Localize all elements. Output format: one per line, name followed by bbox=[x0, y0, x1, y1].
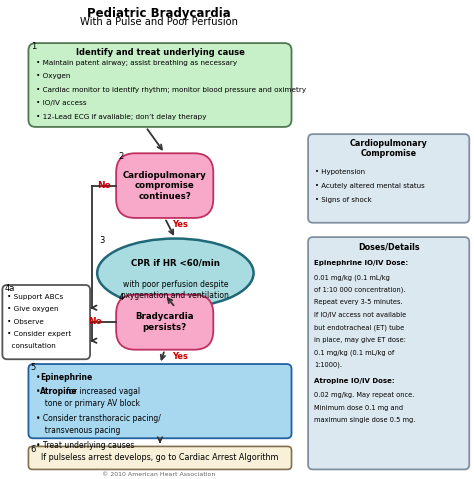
FancyBboxPatch shape bbox=[116, 295, 213, 350]
Text: 1: 1 bbox=[31, 42, 36, 51]
Text: • Cardiac monitor to identify rhythm; monitor blood pressure and oximetry: • Cardiac monitor to identify rhythm; mo… bbox=[36, 87, 306, 93]
Text: consultation: consultation bbox=[7, 343, 56, 350]
Text: 0.1 mg/kg (0.1 mL/kg of: 0.1 mg/kg (0.1 mL/kg of bbox=[314, 349, 394, 356]
Text: Cardiopulmonary
Compromise: Cardiopulmonary Compromise bbox=[350, 139, 428, 159]
Text: CPR if HR <60/min: CPR if HR <60/min bbox=[131, 259, 220, 268]
Text: Cardiopulmonary
compromise
continues?: Cardiopulmonary compromise continues? bbox=[123, 171, 207, 201]
Ellipse shape bbox=[97, 239, 254, 308]
Text: • Give oxygen: • Give oxygen bbox=[7, 306, 59, 312]
Text: • IO/IV access: • IO/IV access bbox=[36, 100, 86, 106]
Text: • Oxygen: • Oxygen bbox=[36, 73, 70, 80]
Text: • Maintain patent airway; assist breathing as necessary: • Maintain patent airway; assist breathi… bbox=[36, 60, 237, 66]
Text: • Acutely altered mental status: • Acutely altered mental status bbox=[315, 183, 425, 189]
Text: Yes: Yes bbox=[172, 220, 188, 229]
Text: • Consider expert: • Consider expert bbox=[7, 331, 72, 337]
FancyBboxPatch shape bbox=[2, 285, 90, 359]
Text: • Observe: • Observe bbox=[7, 319, 44, 325]
Text: • Hypotension: • Hypotension bbox=[315, 169, 365, 175]
FancyBboxPatch shape bbox=[308, 237, 469, 469]
Text: Minimum dose 0.1 mg and: Minimum dose 0.1 mg and bbox=[314, 405, 403, 411]
Text: Doses/Details: Doses/Details bbox=[358, 243, 419, 252]
FancyBboxPatch shape bbox=[28, 364, 292, 438]
Text: of 1:10 000 concentration).: of 1:10 000 concentration). bbox=[314, 287, 405, 294]
Text: in place, may give ET dose:: in place, may give ET dose: bbox=[314, 337, 406, 343]
Text: Atropine: Atropine bbox=[40, 387, 77, 396]
Text: No: No bbox=[88, 317, 101, 326]
Text: 6: 6 bbox=[31, 445, 36, 454]
FancyBboxPatch shape bbox=[28, 43, 292, 127]
Text: Identify and treat underlying cause: Identify and treat underlying cause bbox=[75, 48, 245, 57]
Text: 4: 4 bbox=[118, 293, 124, 302]
Text: Yes: Yes bbox=[172, 352, 188, 361]
Text: If pulseless arrest develops, go to Cardiac Arrest Algorithm: If pulseless arrest develops, go to Card… bbox=[41, 454, 279, 462]
Text: If IO/IV access not available: If IO/IV access not available bbox=[314, 312, 406, 318]
Text: Bradycardia
persists?: Bradycardia persists? bbox=[136, 312, 194, 332]
Text: 5: 5 bbox=[31, 363, 36, 372]
Text: 2: 2 bbox=[118, 152, 124, 161]
Text: Repeat every 3-5 minutes.: Repeat every 3-5 minutes. bbox=[314, 299, 402, 306]
Text: for increased vagal: for increased vagal bbox=[64, 387, 141, 396]
Text: • 12-Lead ECG if available; don’t delay therapy: • 12-Lead ECG if available; don’t delay … bbox=[36, 114, 206, 120]
Text: transvenous pacing: transvenous pacing bbox=[40, 426, 120, 435]
Text: 1:1000).: 1:1000). bbox=[314, 362, 342, 368]
Text: • Signs of shock: • Signs of shock bbox=[315, 197, 372, 204]
Text: © 2010 American Heart Association: © 2010 American Heart Association bbox=[102, 472, 216, 477]
Text: • Support ABCs: • Support ABCs bbox=[7, 294, 64, 300]
FancyBboxPatch shape bbox=[28, 446, 292, 469]
Text: 3: 3 bbox=[100, 236, 105, 245]
Text: Epinephrine: Epinephrine bbox=[40, 373, 92, 382]
Text: maximum single dose 0.5 mg.: maximum single dose 0.5 mg. bbox=[314, 417, 415, 423]
FancyBboxPatch shape bbox=[308, 134, 469, 223]
Text: Pediatric Bradycardia: Pediatric Bradycardia bbox=[87, 7, 231, 20]
Text: 0.01 mg/kg (0.1 mL/kg: 0.01 mg/kg (0.1 mL/kg bbox=[314, 274, 390, 281]
Text: With a Pulse and Poor Perfusion: With a Pulse and Poor Perfusion bbox=[80, 17, 238, 27]
Text: 4a: 4a bbox=[5, 284, 15, 293]
Text: •: • bbox=[36, 387, 43, 396]
Text: tone or primary AV block: tone or primary AV block bbox=[40, 399, 140, 409]
Text: Epinephrine IO/IV Dose:: Epinephrine IO/IV Dose: bbox=[314, 260, 408, 266]
Text: No: No bbox=[97, 181, 111, 190]
Text: but endotracheal (ET) tube: but endotracheal (ET) tube bbox=[314, 324, 404, 331]
FancyBboxPatch shape bbox=[116, 153, 213, 218]
Text: • Consider transthoracic pacing/: • Consider transthoracic pacing/ bbox=[36, 414, 160, 423]
Text: with poor perfusion despite
oxygenation and ventilation: with poor perfusion despite oxygenation … bbox=[121, 280, 229, 300]
Text: 0.02 mg/kg. May repeat once.: 0.02 mg/kg. May repeat once. bbox=[314, 392, 414, 399]
Text: • Treat underlying causes: • Treat underlying causes bbox=[36, 441, 134, 450]
Text: •: • bbox=[36, 373, 43, 382]
Text: Atropine IO/IV Dose:: Atropine IO/IV Dose: bbox=[314, 378, 394, 384]
